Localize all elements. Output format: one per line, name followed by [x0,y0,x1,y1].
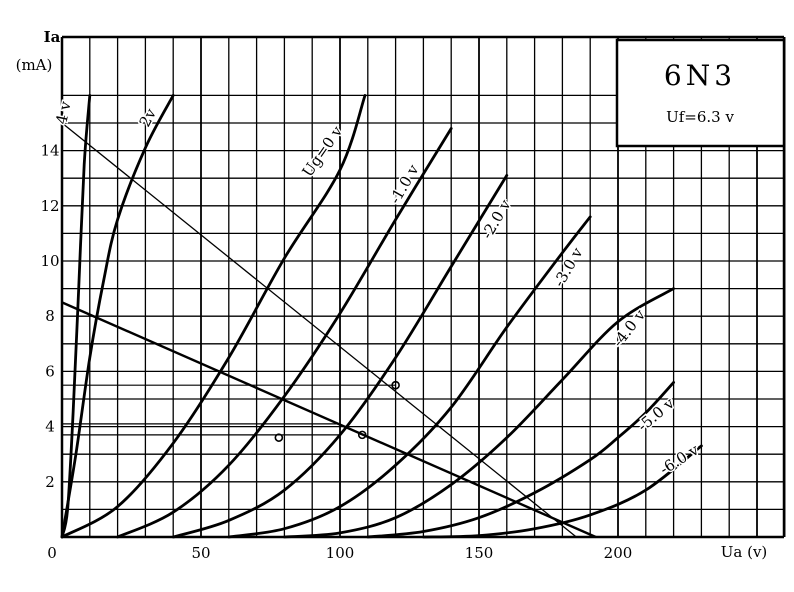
y-axis-unit: (mA) [16,56,53,74]
title-box [615,38,786,148]
x-tick-label: 150 [465,544,494,562]
reference-lines [62,384,396,436]
plate-curve [283,287,675,539]
x-tick-label: 100 [326,544,355,562]
operating-points [274,380,400,442]
plate-curve [227,215,592,539]
curve-label: -2.0 v [478,196,515,242]
plate-curve [60,94,367,539]
y-axis-label: Ia [44,28,61,46]
y-tick-label: 10 [40,252,59,270]
tick-labels: 0 50 100 150 200 2 4 6 8 10 12 14 [40,142,632,562]
chart-title: 6N3 [664,59,736,92]
plate-curve [116,127,453,539]
chart-subtitle: Uf=6.3 v [666,108,734,126]
operating-point [274,433,284,442]
load-line [61,301,597,539]
x-tick-label: 200 [604,544,633,562]
plate-curve [60,94,175,539]
plate-curve [422,444,703,539]
x-tick-label: 0 [47,544,57,562]
load-line [61,122,577,538]
x-axis-label: Ua (v) [721,543,768,561]
load-lines [61,122,597,539]
y-tick-label: 14 [40,142,59,160]
plate-curves [60,94,703,539]
plate-curve [171,174,509,539]
operating-point [391,380,400,390]
operating-point [357,430,367,440]
curve-label: -6.0 v [657,441,703,479]
y-tick-label: 6 [45,362,55,380]
y-tick-label: 12 [40,197,59,215]
y-tick-label: 2 [45,473,55,491]
y-tick-label: 8 [45,307,55,325]
curve-label: 4 v [52,99,74,126]
y-tick-label: 4 [45,418,55,436]
x-tick-label: 50 [191,544,210,562]
curve-label: -3.0 v [550,244,587,290]
plate-curve [366,381,675,539]
